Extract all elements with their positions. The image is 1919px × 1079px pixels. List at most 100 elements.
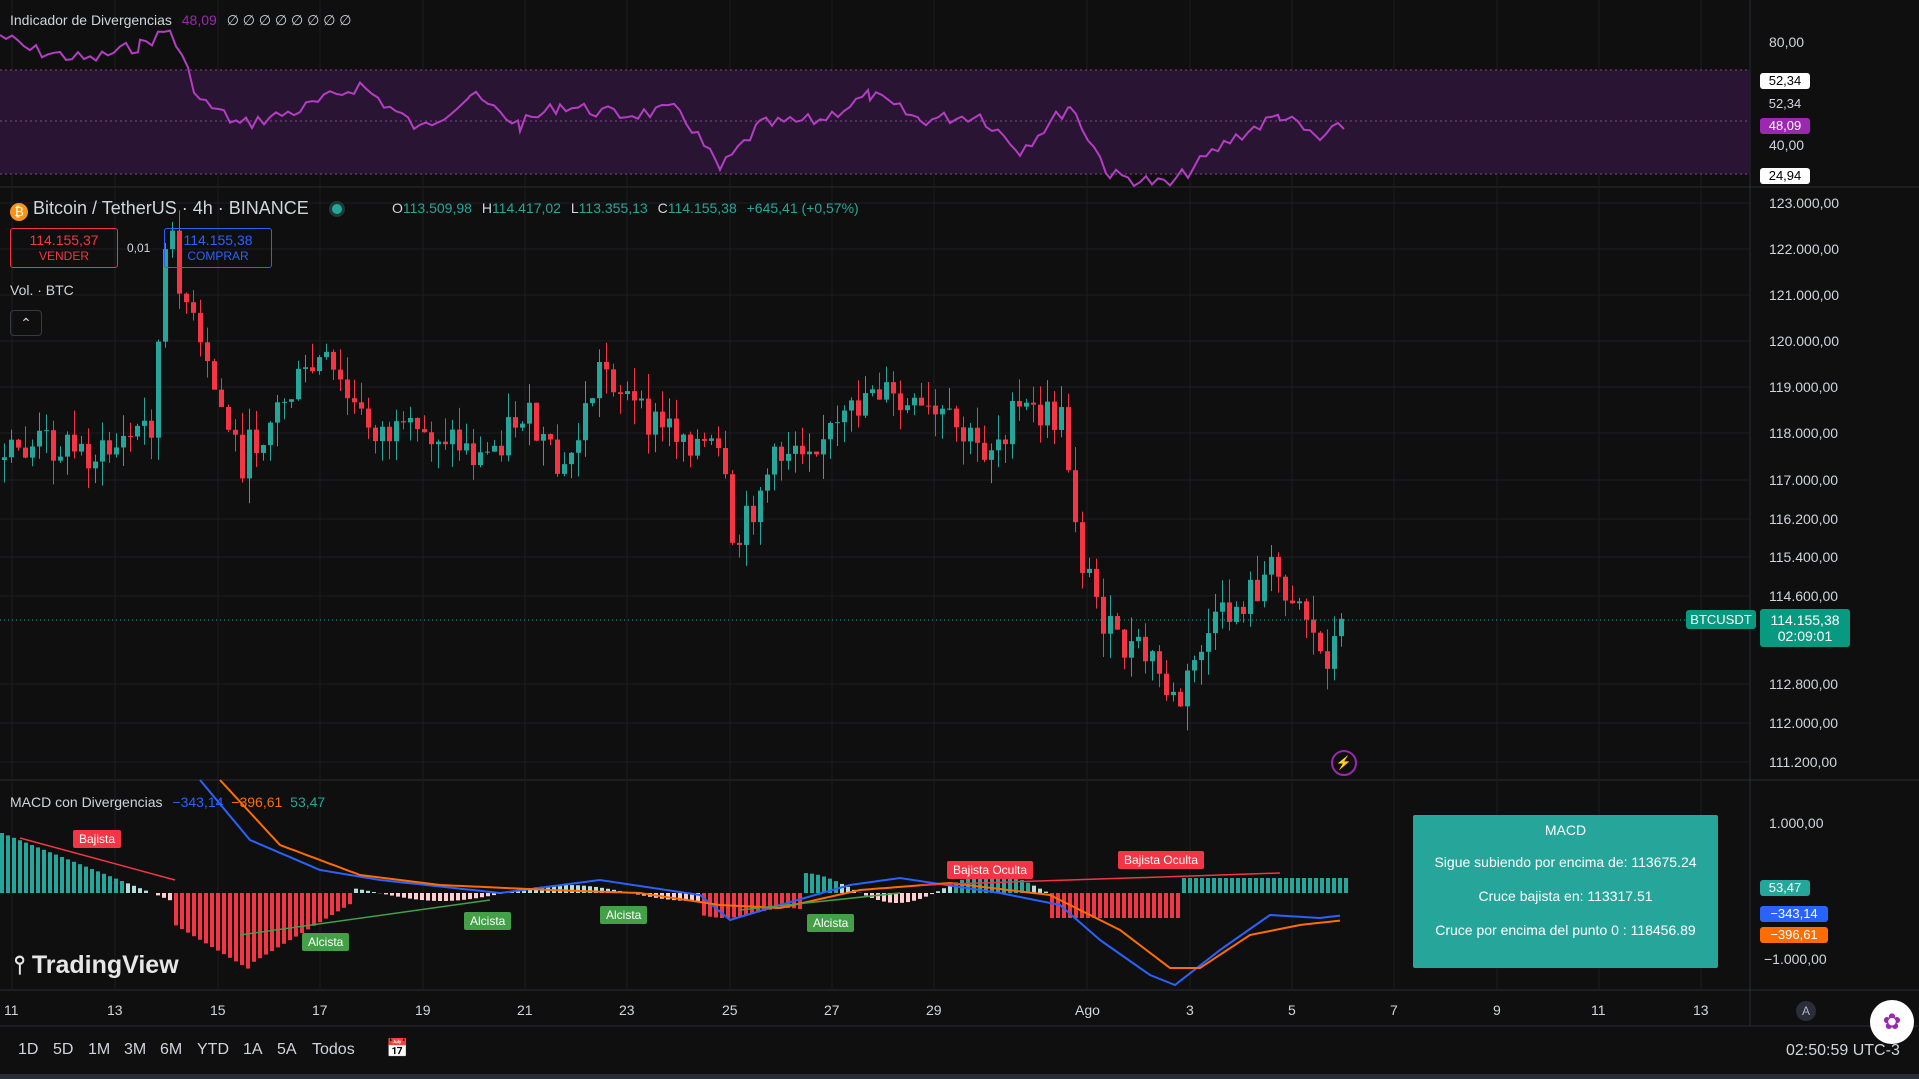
- buy-button[interactable]: 114.155,38 COMPRAR: [164, 228, 272, 268]
- timeframe-button-1m[interactable]: 1M: [88, 1041, 111, 1058]
- close-value: 114.155,38: [667, 200, 737, 216]
- time-axis-label: 7: [1390, 1002, 1398, 1018]
- auto-scale-button[interactable]: A: [1796, 1001, 1816, 1021]
- macd-histogram-bar: [1092, 893, 1096, 918]
- price-axis-label: 118.000,00: [1769, 425, 1839, 441]
- timeframe-button-3m[interactable]: 3M: [124, 1041, 147, 1058]
- assistant-brain-icon[interactable]: ✿: [1870, 1000, 1914, 1044]
- macd-histogram-bar: [204, 893, 208, 944]
- symbol-header[interactable]: ₿ Bitcoin / TetherUS · 4h · BINANCE: [10, 198, 342, 221]
- macd-histogram-bar: [1014, 877, 1018, 893]
- time-axis-label: 21: [517, 1002, 533, 1018]
- candle-body: [1073, 470, 1078, 523]
- sell-button[interactable]: 114.155,37 VENDER: [10, 228, 118, 268]
- candle-body: [1087, 568, 1092, 573]
- macd-histogram-bar: [252, 893, 256, 962]
- time-axis-label: 25: [722, 1002, 738, 1018]
- candle-body: [646, 398, 651, 435]
- macd-histogram-bar: [1230, 878, 1234, 893]
- macd-histogram-bar: [804, 873, 808, 893]
- macd-histogram-bar: [588, 886, 592, 893]
- candle-body: [1276, 556, 1281, 577]
- candle-body: [702, 438, 707, 441]
- macd-histogram-bar: [1134, 893, 1138, 918]
- candle-body: [1234, 606, 1239, 622]
- candle-body: [681, 434, 686, 442]
- macd-histogram-bar: [516, 890, 520, 893]
- timeframe-button-todos[interactable]: Todos: [312, 1041, 355, 1058]
- candle-body: [653, 411, 658, 435]
- macd-histogram-bar: [786, 893, 790, 909]
- tradingview-logo[interactable]: ⫯ TradingView: [14, 951, 179, 979]
- oscillator-line: [0, 29, 1345, 188]
- candle-body: [758, 490, 763, 523]
- timeframe-button-6m[interactable]: 6M: [160, 1041, 183, 1058]
- candle-body: [1192, 660, 1197, 671]
- candle-body: [408, 418, 413, 423]
- candle-body: [723, 448, 728, 475]
- macd-histogram-bar: [810, 873, 814, 893]
- macd-histogram-bar: [1326, 878, 1330, 893]
- macd-histogram-bar: [396, 893, 400, 897]
- candle-body: [1143, 636, 1148, 662]
- macd-info-line-3: Cruce por encima del punto 0 : 118456.89: [1435, 922, 1696, 938]
- candle-body: [772, 446, 777, 475]
- timeframe-button-ytd[interactable]: YTD: [197, 1041, 229, 1058]
- candle-body: [590, 398, 595, 404]
- candle-body: [261, 445, 266, 453]
- clock-timezone[interactable]: 02:50:59 UTC-3: [1786, 1042, 1900, 1059]
- candle-body: [422, 429, 427, 433]
- candle-body: [331, 351, 336, 370]
- macd-histogram-bar: [318, 893, 322, 923]
- candle-body: [30, 446, 35, 458]
- candle-body: [79, 443, 84, 452]
- candle-body: [632, 391, 637, 401]
- candle-body: [1129, 641, 1134, 658]
- candle-body: [352, 398, 357, 403]
- candle-body: [604, 362, 609, 370]
- candle-body: [821, 439, 826, 455]
- price-axis-label: 116.200,00: [1769, 511, 1839, 527]
- candle-body: [1164, 673, 1169, 696]
- candle-body: [205, 342, 210, 362]
- macd-histogram-bar: [288, 893, 292, 941]
- candle-body: [373, 427, 378, 442]
- date-range-calendar-icon[interactable]: 📅: [386, 1038, 409, 1058]
- last-price-symbol-badge: BTCUSDT: [1686, 610, 1756, 629]
- candle-body: [1332, 636, 1337, 669]
- macd-histogram-bar: [774, 893, 778, 909]
- candle-body: [1255, 579, 1260, 602]
- candle-body: [1325, 651, 1330, 669]
- candle-body: [793, 445, 798, 454]
- macd-histogram-bar: [1194, 878, 1198, 893]
- macd-histogram-bar: [1266, 878, 1270, 893]
- macd-histogram-bar: [756, 893, 760, 913]
- symbol-title[interactable]: Bitcoin / TetherUS · 4h · BINANCE: [33, 198, 309, 218]
- macd-histogram-bar: [474, 893, 478, 899]
- timeframe-button-5a[interactable]: 5A: [277, 1041, 297, 1058]
- timeframe-button-1d[interactable]: 1D: [18, 1041, 39, 1058]
- candle-body: [23, 447, 28, 458]
- lightning-icon[interactable]: ⚡: [1331, 750, 1357, 776]
- macd-histogram-bar: [564, 885, 568, 893]
- candle-body: [191, 302, 196, 313]
- candle-body: [471, 443, 476, 466]
- divergence-tag-bajista-oculta: Bajista Oculta: [1118, 851, 1205, 869]
- candle-body: [1066, 407, 1071, 471]
- macd-histogram-bar: [210, 893, 214, 947]
- macd-histogram-bar: [120, 881, 124, 893]
- volume-label: Vol. · BTC: [10, 282, 74, 298]
- timeframe-button-5d[interactable]: 5D: [53, 1041, 74, 1058]
- macd-histogram-bar: [66, 859, 70, 893]
- macd-histogram-bar: [1164, 893, 1168, 918]
- osc-badge-lower-band: 24,94: [1760, 168, 1810, 184]
- candle-body: [996, 439, 1001, 451]
- candle-body: [1052, 401, 1057, 430]
- collapse-chevron-up-icon[interactable]: ⌃: [10, 310, 42, 336]
- candle-body: [562, 464, 567, 474]
- divergence-line: [19, 837, 176, 881]
- macd-histogram-bar: [684, 893, 688, 901]
- candle-body: [380, 426, 385, 442]
- timeframe-button-1a[interactable]: 1A: [243, 1041, 263, 1058]
